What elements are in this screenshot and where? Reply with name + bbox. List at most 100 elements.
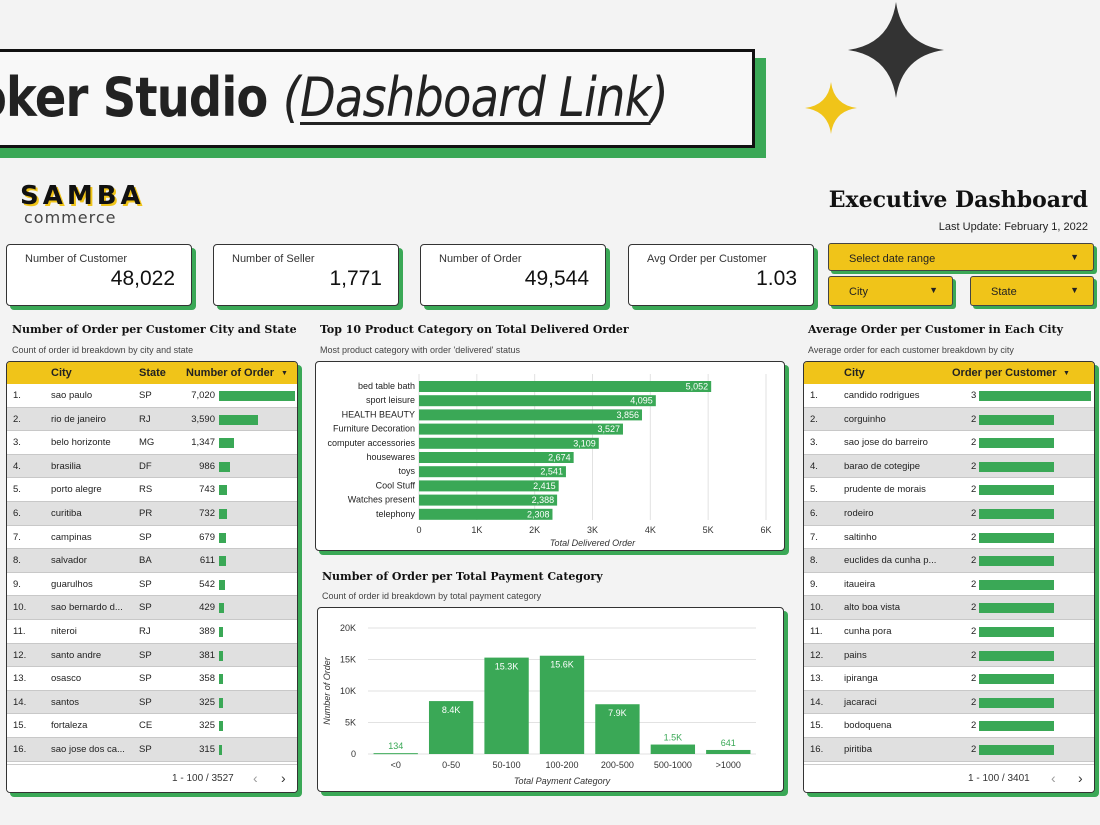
- table-row[interactable]: 3. belo horizonte MG 1,347: [7, 431, 297, 455]
- table-row[interactable]: 14. santos SP 325: [7, 690, 297, 715]
- city-filter[interactable]: City ▼: [828, 276, 953, 306]
- table-row[interactable]: 1. candido rodrigues 3: [804, 384, 1094, 408]
- table-row[interactable]: 7. saltinho 2: [804, 526, 1094, 550]
- row-index: 9.: [810, 578, 818, 590]
- table-row[interactable]: 15. bodoquena 2: [804, 714, 1094, 738]
- table-row[interactable]: 1. sao paulo SP 7,020: [7, 384, 297, 408]
- bar[interactable]: [419, 409, 643, 421]
- sort-desc-icon[interactable]: ▼: [1063, 370, 1070, 377]
- chevron-down-icon: ▼: [929, 285, 938, 295]
- table-row[interactable]: 8. euclides da cunha p... 2: [804, 549, 1094, 573]
- row-city: corguinho: [844, 413, 886, 425]
- row-bar: [979, 532, 1054, 543]
- table-row[interactable]: 15. fortaleza CE 325: [7, 714, 297, 738]
- bar[interactable]: [373, 753, 418, 755]
- row-city: ipiranga: [844, 673, 878, 685]
- table-row[interactable]: 9. itaueira 2: [804, 573, 1094, 597]
- row-index: 12.: [810, 649, 824, 661]
- next-page-icon[interactable]: ›: [281, 770, 286, 786]
- bar[interactable]: [650, 744, 696, 754]
- row-city: barao de cotegipe: [844, 460, 921, 472]
- row-city: belo horizonte: [51, 437, 111, 449]
- row-city: curitiba: [51, 508, 82, 519]
- row-city: jacaraci: [844, 696, 877, 708]
- logo-text-bottom: commerce: [24, 208, 117, 227]
- row-city: pains: [844, 649, 867, 661]
- bar[interactable]: [419, 480, 559, 492]
- table-row[interactable]: 6. rodeiro 2: [804, 502, 1094, 526]
- bar[interactable]: [419, 437, 599, 449]
- table-row[interactable]: 16. piritiba 2: [804, 738, 1094, 762]
- bar[interactable]: [428, 701, 474, 754]
- bar[interactable]: [595, 704, 640, 754]
- state-filter[interactable]: State ▼: [970, 276, 1094, 306]
- row-index: 8.: [810, 555, 818, 567]
- row-city: campinas: [51, 531, 92, 543]
- bar[interactable]: [419, 395, 656, 407]
- row-bar: [219, 674, 223, 685]
- last-update: Last Update: February 1, 2022: [938, 221, 1088, 233]
- category-label: housewares: [366, 452, 415, 462]
- prev-page-icon[interactable]: ‹: [1051, 770, 1056, 786]
- next-page-icon[interactable]: ›: [1078, 770, 1083, 786]
- category-label: telephony: [376, 509, 416, 519]
- bar[interactable]: [706, 749, 751, 754]
- bar[interactable]: [484, 657, 529, 754]
- table-row[interactable]: 9. guarulhos SP 542: [7, 573, 297, 597]
- kpi-value: 1,771: [329, 267, 382, 290]
- x-tick-label: 2K: [529, 525, 540, 535]
- dashboard-title: Executive Dashboard: [828, 187, 1088, 213]
- bar[interactable]: [419, 494, 558, 506]
- table-row[interactable]: 16. sao jose dos ca... SP 315: [7, 738, 297, 762]
- column-header-city[interactable]: City: [844, 367, 865, 379]
- table-row[interactable]: 5. porto alegre RS 743: [7, 478, 297, 502]
- table-row[interactable]: 4. barao de cotegipe 2: [804, 454, 1094, 479]
- column-header-order-per-customer[interactable]: Order per Customer: [952, 367, 1057, 379]
- bar[interactable]: [419, 423, 623, 435]
- bar[interactable]: [539, 655, 585, 754]
- table-row[interactable]: 2. rio de janeiro RJ 3,590: [7, 407, 297, 432]
- table-row[interactable]: 3. sao jose do barreiro 2: [804, 431, 1094, 455]
- dashboard-link[interactable]: Dashboard Link: [300, 66, 651, 129]
- row-bar: [219, 414, 258, 425]
- column-header-state[interactable]: State: [139, 367, 166, 379]
- table-row[interactable]: 13. ipiranga 2: [804, 667, 1094, 691]
- table-row[interactable]: 7. campinas SP 679: [7, 526, 297, 550]
- bar[interactable]: [419, 466, 566, 478]
- table-row[interactable]: 12. pains 2: [804, 643, 1094, 668]
- table-row[interactable]: 11. niteroi RJ 389: [7, 620, 297, 644]
- bar[interactable]: [419, 452, 574, 463]
- row-state: RJ: [139, 413, 151, 425]
- table-row[interactable]: 10. alto boa vista 2: [804, 596, 1094, 620]
- payment-chart-panel: 0 5K 10K 15K 20K 134 <0 8.4K 0-50 15.3K 50-100 15.6…: [317, 607, 784, 792]
- row-index: 15.: [13, 720, 27, 732]
- row-city: rodeiro: [844, 508, 874, 519]
- table-row[interactable]: 4. brasilia DF 986: [7, 454, 297, 479]
- table-row[interactable]: 10. sao bernardo d... SP 429: [7, 596, 297, 620]
- row-state: SP: [139, 744, 152, 755]
- table-row[interactable]: 13. osasco SP 358: [7, 667, 297, 691]
- bar-value-label: 2,415: [533, 481, 556, 491]
- table-row[interactable]: 5. prudente de morais 2: [804, 478, 1094, 502]
- row-city: bodoquena: [844, 720, 892, 732]
- category-label: sport leisure: [366, 395, 415, 405]
- column-header-orders[interactable]: Number of Order: [186, 367, 275, 379]
- row-index: 9.: [13, 578, 21, 590]
- table-row[interactable]: 8. salvador BA 611: [7, 549, 297, 573]
- table-row[interactable]: 2. corguinho 2: [804, 407, 1094, 432]
- bar-value-label: 2,308: [527, 509, 550, 519]
- column-header-city[interactable]: City: [51, 367, 72, 379]
- sort-desc-icon[interactable]: ▼: [281, 370, 288, 377]
- bar[interactable]: [419, 381, 712, 392]
- table-row[interactable]: 14. jacaraci 2: [804, 690, 1094, 715]
- prev-page-icon[interactable]: ‹: [253, 770, 258, 786]
- kpi-value: 1.03: [756, 267, 797, 290]
- date-range-filter[interactable]: Select date range ▼: [828, 243, 1094, 271]
- table-row[interactable]: 11. cunha pora 2: [804, 620, 1094, 644]
- row-bar: [219, 509, 227, 519]
- bar[interactable]: [419, 508, 553, 520]
- table-row[interactable]: 6. curitiba PR 732: [7, 502, 297, 526]
- row-city: saltinho: [844, 531, 877, 543]
- table-row[interactable]: 12. santo andre SP 381: [7, 643, 297, 668]
- x-tick-label: <0: [391, 760, 401, 770]
